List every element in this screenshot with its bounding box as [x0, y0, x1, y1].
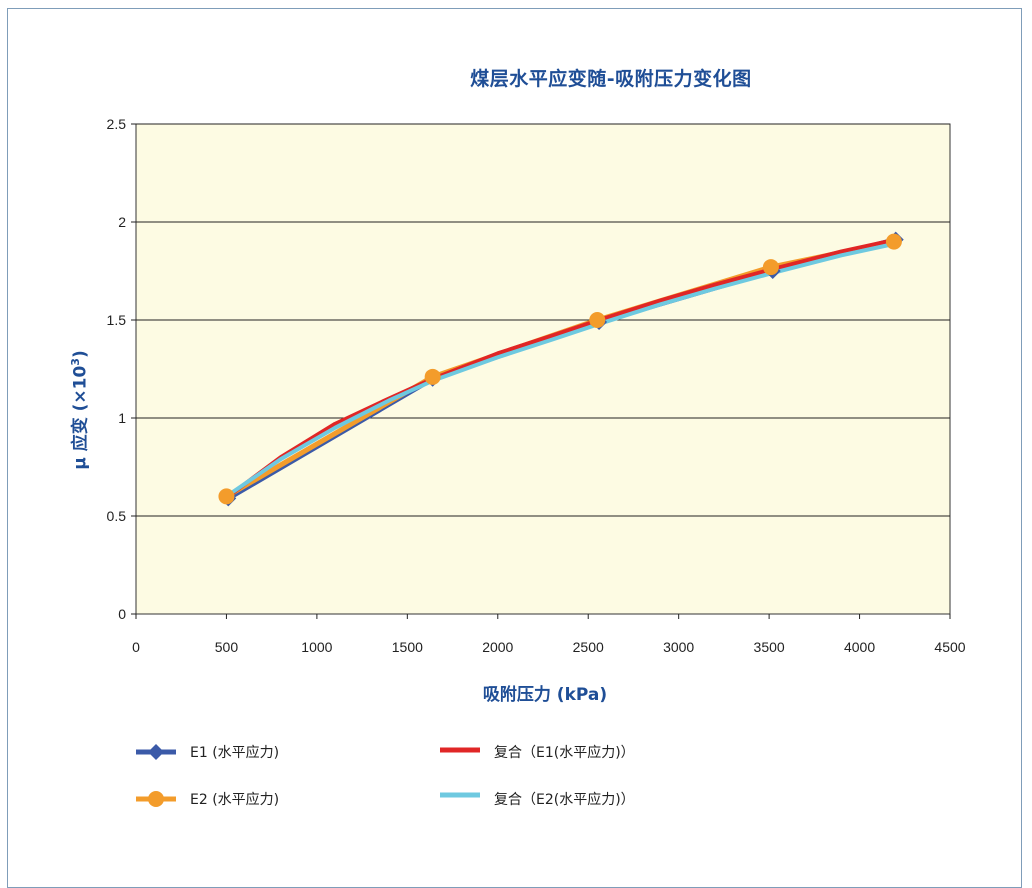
x-axis-label: 吸附压力 (kPa): [482, 685, 608, 705]
legend-label-fit-e1: 复合（E1(水平应力)）: [494, 745, 635, 761]
legend-swatch-e2: [136, 791, 176, 807]
x-tick-label: 2500: [573, 639, 604, 655]
legend-swatch-fit-e1: [440, 747, 480, 753]
y-axis-label-main: μ 应变 (×10: [70, 365, 91, 470]
legend-item-e2: E2 (水平应力): [136, 789, 279, 809]
x-tick-label: 4500: [934, 639, 965, 655]
x-tick-label: 1000: [301, 639, 332, 655]
legend-swatch-fit-e2: [440, 792, 480, 798]
y-tick-label: 1.5: [107, 312, 127, 328]
legend-item-e1: E1 (水平应力): [136, 742, 279, 762]
x-tick-label: 1500: [392, 639, 423, 655]
data-point-e2: [589, 312, 606, 328]
y-axis-label-end: ): [70, 350, 91, 359]
y-axis-label: μ 应变 (×103): [66, 350, 91, 469]
legend-item-fit-e2: 复合（E2(水平应力)）: [440, 789, 635, 809]
x-tick-label: 500: [215, 639, 239, 655]
data-point-e2: [885, 233, 902, 250]
y-tick-label: 0.5: [107, 508, 127, 524]
chart-title: 煤层水平应变随-吸附压力变化图: [470, 68, 752, 90]
plot-background: [135, 123, 951, 615]
x-tick-label: 0: [132, 639, 140, 655]
data-point-e2: [424, 368, 441, 385]
legend-swatch-e1: [136, 744, 176, 760]
data-point-e2: [218, 488, 235, 505]
x-tick-label: 4000: [844, 639, 875, 655]
y-tick-label: 2.5: [107, 116, 127, 132]
legend-label-fit-e2: 复合（E2(水平应力)）: [494, 792, 635, 808]
data-point-e2: [762, 259, 779, 276]
y-tick-label: 2: [118, 214, 126, 230]
x-tick-label: 3000: [663, 639, 694, 655]
x-tick-label: 2000: [482, 639, 513, 655]
legend-item-fit-e1: 复合（E1(水平应力)）: [440, 742, 635, 762]
plot-svg: 0 0.5 1 1.5 2 2.5 0 500 1000 1500 2000 2500 3000 3500…: [107, 116, 966, 655]
legend-label-e1: E1 (水平应力): [190, 745, 280, 761]
x-tick-label: 3500: [754, 639, 785, 655]
legend-label-e2: E2 (水平应力): [190, 792, 280, 808]
y-axis-label-sup: 3: [68, 358, 82, 366]
y-tick-label: 1: [118, 410, 126, 426]
y-tick-label: 0: [118, 606, 126, 622]
